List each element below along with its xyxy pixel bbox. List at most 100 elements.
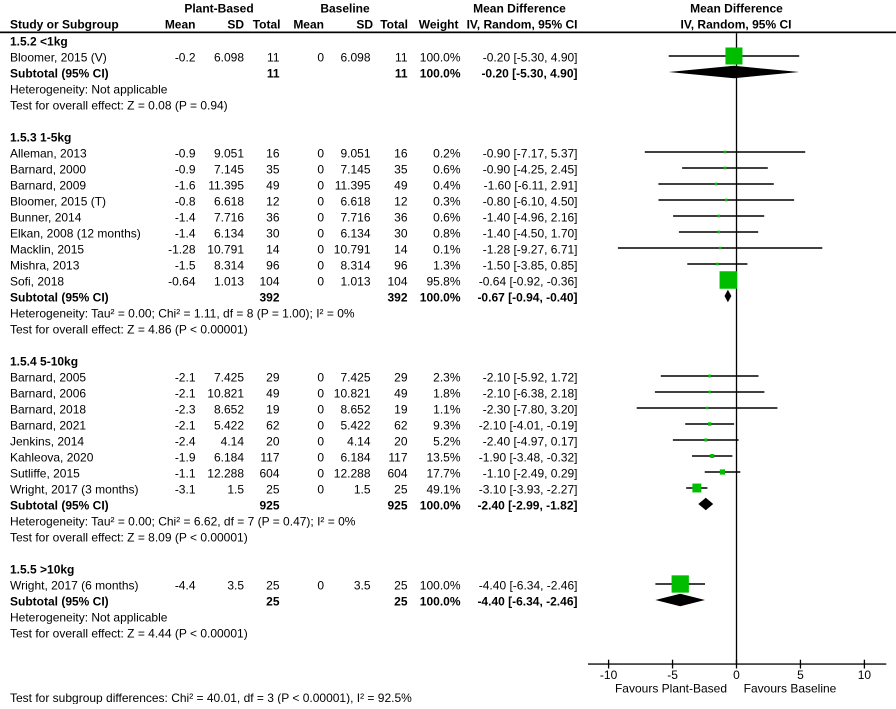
svg-text:Barnard, 2006: Barnard, 2006 xyxy=(10,387,86,401)
svg-text:6.098: 6.098 xyxy=(214,51,244,65)
svg-text:49: 49 xyxy=(394,387,408,401)
svg-text:11: 11 xyxy=(395,67,408,81)
svg-text:Subtotal (95% CI): Subtotal (95% CI) xyxy=(10,67,109,81)
svg-text:-0.20 [-5.30, 4.90]: -0.20 [-5.30, 4.90] xyxy=(481,67,577,81)
svg-text:-1.9: -1.9 xyxy=(175,451,196,465)
svg-text:Heterogeneity: Not applicable: Heterogeneity: Not applicable xyxy=(10,83,168,97)
svg-text:Test for overall effect: Z = 4: Test for overall effect: Z = 4.86 (P < 0… xyxy=(10,323,248,337)
svg-text:104: 104 xyxy=(259,275,279,289)
svg-text:-2.10 [-5.92, 1.72]: -2.10 [-5.92, 1.72] xyxy=(483,371,578,385)
svg-text:10.791: 10.791 xyxy=(207,243,244,257)
svg-text:Subtotal (95% CI): Subtotal (95% CI) xyxy=(10,595,109,609)
svg-text:-4.40 [-6.34, -2.46]: -4.40 [-6.34, -2.46] xyxy=(479,579,578,593)
svg-text:IV, Random, 95% CI: IV, Random, 95% CI xyxy=(681,17,792,31)
svg-text:6.184: 6.184 xyxy=(340,451,370,465)
svg-text:9.3%: 9.3% xyxy=(433,419,461,433)
svg-text:19: 19 xyxy=(266,403,280,417)
svg-text:0: 0 xyxy=(733,668,740,682)
svg-text:6.134: 6.134 xyxy=(214,227,244,241)
svg-text:-0.64 [-0.92, -0.36]: -0.64 [-0.92, -0.36] xyxy=(479,275,578,289)
svg-text:-2.4: -2.4 xyxy=(175,435,196,449)
svg-text:0: 0 xyxy=(317,259,324,273)
svg-text:20: 20 xyxy=(266,435,280,449)
svg-text:11: 11 xyxy=(395,51,408,65)
svg-text:25: 25 xyxy=(394,483,408,497)
svg-text:11.395: 11.395 xyxy=(208,179,244,193)
svg-text:62: 62 xyxy=(394,419,408,433)
svg-text:0: 0 xyxy=(317,371,324,385)
svg-text:14: 14 xyxy=(266,243,280,257)
svg-text:-2.10 [-4.01, -0.19]: -2.10 [-4.01, -0.19] xyxy=(479,419,578,433)
svg-text:104: 104 xyxy=(387,275,407,289)
svg-text:4.14: 4.14 xyxy=(221,435,245,449)
svg-text:-4.40 [-6.34, -2.46]: -4.40 [-6.34, -2.46] xyxy=(477,595,577,609)
svg-text:19: 19 xyxy=(394,403,408,417)
svg-text:7.145: 7.145 xyxy=(340,163,370,177)
svg-text:25: 25 xyxy=(394,579,408,593)
svg-text:Wright, 2017 (3 months): Wright, 2017 (3 months) xyxy=(10,483,139,497)
svg-text:Favours Baseline: Favours Baseline xyxy=(744,681,837,695)
svg-text:10.821: 10.821 xyxy=(207,387,244,401)
svg-text:49: 49 xyxy=(394,179,408,193)
svg-text:6.618: 6.618 xyxy=(214,195,244,209)
svg-text:-1.1: -1.1 xyxy=(175,467,196,481)
svg-text:-2.40 [-4.97, 0.17]: -2.40 [-4.97, 0.17] xyxy=(483,435,578,449)
svg-text:Total: Total xyxy=(380,17,408,31)
svg-text:Kahleova, 2020: Kahleova, 2020 xyxy=(10,451,94,465)
svg-text:9.051: 9.051 xyxy=(340,147,370,161)
svg-text:1.5: 1.5 xyxy=(354,483,371,497)
svg-text:Jenkins, 2014: Jenkins, 2014 xyxy=(10,435,84,449)
svg-text:30: 30 xyxy=(394,227,408,241)
svg-text:-5: -5 xyxy=(667,668,678,682)
svg-text:6.618: 6.618 xyxy=(340,195,370,209)
svg-text:604: 604 xyxy=(387,467,407,481)
svg-text:3.5: 3.5 xyxy=(354,579,371,593)
svg-text:1.5: 1.5 xyxy=(227,483,244,497)
svg-text:Favours Plant-Based: Favours Plant-Based xyxy=(615,681,727,695)
svg-text:1.8%: 1.8% xyxy=(433,387,461,401)
svg-text:-2.3: -2.3 xyxy=(175,403,196,417)
svg-text:100.0%: 100.0% xyxy=(420,595,461,609)
svg-text:0: 0 xyxy=(317,195,324,209)
svg-text:-1.4: -1.4 xyxy=(175,211,196,225)
svg-text:-1.10 [-2.49, 0.29]: -1.10 [-2.49, 0.29] xyxy=(483,467,578,481)
svg-text:117: 117 xyxy=(388,451,407,465)
svg-text:-4.4: -4.4 xyxy=(175,579,196,593)
svg-text:16: 16 xyxy=(266,147,280,161)
svg-text:12.288: 12.288 xyxy=(334,467,371,481)
svg-text:49.1%: 49.1% xyxy=(426,483,460,497)
svg-text:-1.6: -1.6 xyxy=(175,179,196,193)
svg-text:25: 25 xyxy=(266,595,280,609)
svg-text:5.422: 5.422 xyxy=(214,419,244,433)
svg-text:-3.1: -3.1 xyxy=(175,483,196,497)
svg-text:25: 25 xyxy=(394,595,408,609)
svg-text:Mishra, 2013: Mishra, 2013 xyxy=(10,259,80,273)
svg-text:Heterogeneity: Tau² = 0.00; Ch: Heterogeneity: Tau² = 0.00; Chi² = 1.11,… xyxy=(10,307,355,321)
svg-text:100.0%: 100.0% xyxy=(420,579,461,593)
svg-text:Mean Difference: Mean Difference xyxy=(473,1,566,15)
svg-text:35: 35 xyxy=(266,163,280,177)
svg-text:0: 0 xyxy=(317,451,324,465)
svg-text:6.098: 6.098 xyxy=(340,51,370,65)
svg-text:-2.1: -2.1 xyxy=(175,371,196,385)
svg-text:SD: SD xyxy=(227,17,244,31)
svg-text:0: 0 xyxy=(317,179,324,193)
svg-text:0: 0 xyxy=(317,51,324,65)
svg-text:Barnard, 2021: Barnard, 2021 xyxy=(10,419,86,433)
svg-text:25: 25 xyxy=(266,579,280,593)
svg-text:-1.40 [-4.50, 1.70]: -1.40 [-4.50, 1.70] xyxy=(483,227,578,241)
svg-text:Heterogeneity: Tau² = 0.00; Ch: Heterogeneity: Tau² = 0.00; Chi² = 6.62,… xyxy=(10,515,356,529)
svg-text:Baseline: Baseline xyxy=(320,1,370,15)
svg-text:0.4%: 0.4% xyxy=(433,179,461,193)
svg-text:-10: -10 xyxy=(600,668,618,682)
svg-text:-1.50 [-3.85, 0.85]: -1.50 [-3.85, 0.85] xyxy=(483,259,578,273)
svg-text:-0.67 [-0.94, -0.40]: -0.67 [-0.94, -0.40] xyxy=(477,291,577,305)
svg-text:30: 30 xyxy=(266,227,280,241)
svg-text:-1.40 [-4.96, 2.16]: -1.40 [-4.96, 2.16] xyxy=(483,211,578,225)
svg-text:11: 11 xyxy=(267,51,280,65)
svg-text:0.2%: 0.2% xyxy=(433,147,461,161)
svg-text:1.5.2 <1kg: 1.5.2 <1kg xyxy=(10,35,68,49)
svg-text:100.0%: 100.0% xyxy=(420,67,461,81)
svg-text:392: 392 xyxy=(387,291,407,305)
svg-text:29: 29 xyxy=(266,371,280,385)
